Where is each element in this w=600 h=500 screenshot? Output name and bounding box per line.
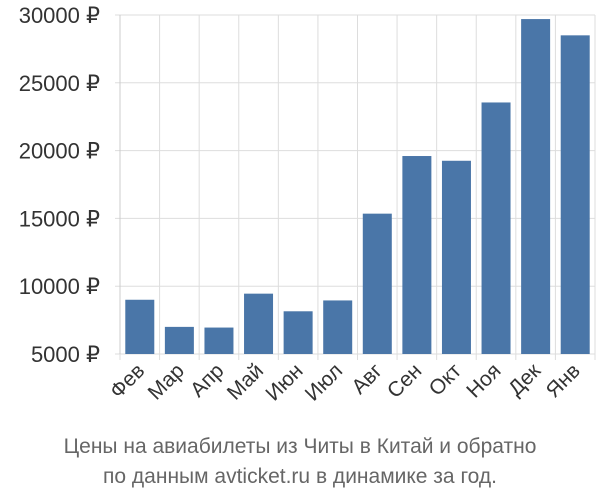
x-tick-label: Сен	[383, 359, 426, 402]
bar-Апр	[204, 327, 234, 354]
x-tick-label: Мар	[144, 359, 189, 404]
x-tick-label: Янв	[542, 359, 585, 402]
y-tick-label: 20000 ₽	[19, 139, 100, 164]
y-tick-label: 30000 ₽	[19, 3, 100, 28]
y-tick-label: 5000 ₽	[31, 342, 100, 367]
grid-layer	[115, 14, 596, 360]
y-tick-label: 15000 ₽	[19, 206, 100, 231]
x-tick-label: Июн	[261, 359, 307, 405]
bar-Дек	[521, 19, 551, 355]
x-tick-label: Апр	[186, 359, 228, 401]
x-tick-label: Дек	[504, 359, 546, 401]
y-tick-label: 25000 ₽	[19, 71, 100, 96]
bar-Июл	[323, 300, 353, 354]
x-tick-label: Фев	[106, 359, 150, 403]
chart-caption-line-1: Цены на авиабилеты из Читы в Китай и обр…	[63, 435, 537, 458]
bar-Июн	[283, 311, 313, 354]
bar-Окт	[441, 160, 471, 354]
x-tick-label: Ноя	[462, 359, 505, 402]
y-tick-label: 10000 ₽	[19, 274, 100, 299]
x-tick-label: Июл	[301, 359, 347, 405]
x-tick-label: Окт	[425, 359, 467, 401]
bar-Янв	[560, 35, 590, 355]
bar-Мар	[164, 326, 194, 354]
bar-Ноя	[481, 102, 511, 354]
x-tick-label: Авг	[347, 359, 387, 399]
x-tick-label: Май	[223, 359, 268, 404]
bar-layer	[125, 19, 590, 355]
chart-caption-line-2: по данным avticket.ru в динамике за год.	[103, 465, 497, 488]
bar-Сен	[402, 156, 432, 354]
bar-Май	[244, 293, 274, 354]
bar-Фев	[125, 299, 155, 354]
y-axis-ticks: 5000 ₽ 10000 ₽ 15000 ₽ 20000 ₽ 25000 ₽ 30000 …	[19, 3, 100, 367]
bar-Авг	[362, 213, 392, 354]
